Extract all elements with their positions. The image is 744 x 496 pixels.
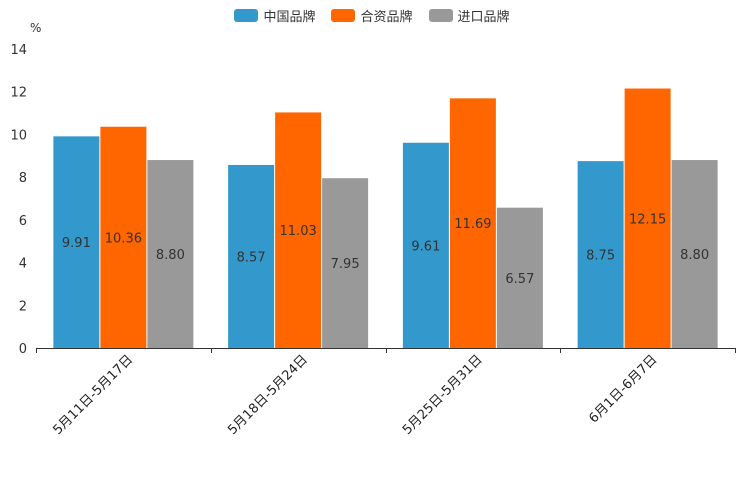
legend-swatch-joint-venture-brand <box>331 9 356 22</box>
data-label-s0-c0: 9.91 <box>62 236 91 251</box>
x-tick-label-1: 5月18日-5月24日 <box>225 352 311 438</box>
data-label-s1-c3: 12.15 <box>629 212 666 227</box>
legend-label-china-brand: 中国品牌 <box>263 10 316 25</box>
bar-s1-c2 <box>449 98 496 349</box>
legend-item-imported-brand[interactable]: 进口品牌 <box>428 6 510 25</box>
y-tick-label-4: 8 <box>19 171 27 186</box>
y-tick-label-7: 14 <box>10 43 27 58</box>
bar-s1-c3 <box>624 88 671 348</box>
y-tick-label-0: 0 <box>19 342 27 357</box>
y-tick-label-3: 6 <box>19 214 27 229</box>
data-label-s1-c0: 10.36 <box>105 231 142 246</box>
legend-item-joint-venture-brand[interactable]: 合资品牌 <box>331 6 413 25</box>
bar-s2-c2 <box>496 207 543 348</box>
y-tick-label-1: 2 <box>19 299 27 314</box>
legend-swatch-imported-brand <box>428 9 453 22</box>
bar-s0-c2 <box>402 142 449 348</box>
y-tick-label-2: 4 <box>19 257 27 272</box>
data-label-s0-c2: 9.61 <box>411 239 440 254</box>
bar-s0-c1 <box>228 164 275 348</box>
data-label-s2-c1: 7.95 <box>331 257 360 272</box>
data-label-s1-c1: 11.03 <box>280 224 317 239</box>
bar-s0-c3 <box>577 161 624 348</box>
data-label-s2-c0: 8.80 <box>156 248 185 263</box>
bar-s2-c1 <box>322 178 369 348</box>
x-tick-label-3: 6月1日-6月7日 <box>586 352 660 426</box>
bar-s1-c0 <box>100 126 147 349</box>
bar-s0-c0 <box>53 136 100 348</box>
y-tick-label-5: 10 <box>10 128 27 143</box>
bar-s2-c0 <box>147 160 194 348</box>
bar-s1-c1 <box>275 112 322 348</box>
legend-label-joint-venture-brand: 合资品牌 <box>360 10 413 25</box>
data-label-s0-c1: 8.57 <box>237 250 266 265</box>
x-tick-label-2: 5月25日-5月31日 <box>400 352 486 438</box>
data-label-s1-c2: 11.69 <box>454 217 491 232</box>
y-axis-unit: % <box>30 21 42 35</box>
legend: 中国品牌 合资品牌 进口品牌 <box>0 6 744 25</box>
x-tick-label-0: 5月11日-5月17日 <box>50 352 136 438</box>
legend-item-china-brand[interactable]: 中国品牌 <box>234 6 315 25</box>
legend-label-imported-brand: 进口品牌 <box>457 10 510 25</box>
legend-swatch-china-brand <box>234 9 259 22</box>
data-label-s2-c2: 6.57 <box>505 272 534 287</box>
bar-s2-c3 <box>671 160 718 348</box>
y-tick-label-6: 12 <box>10 86 27 101</box>
data-label-s2-c3: 8.80 <box>680 248 709 263</box>
data-label-s0-c3: 8.75 <box>586 249 615 264</box>
